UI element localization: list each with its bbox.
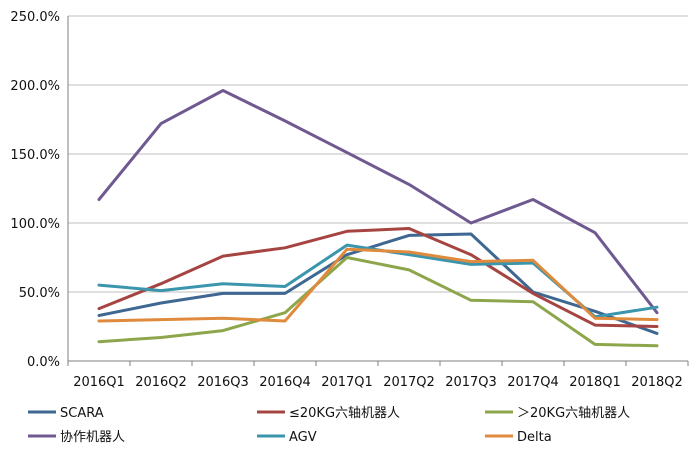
- legend-label: ＞20KG六轴机器人: [517, 406, 630, 421]
- x-tick-label: 2016Q2: [135, 375, 187, 390]
- x-tick-label: 2017Q3: [445, 375, 497, 390]
- gridlines: [68, 15, 688, 293]
- legend-label: Delta: [517, 430, 552, 445]
- axes: [67, 16, 689, 366]
- x-tick-label: 2017Q2: [383, 375, 435, 390]
- x-tick-label: 2018Q2: [631, 375, 683, 390]
- y-tick-label: 50.0%: [19, 286, 60, 301]
- x-tick-label: 2017Q1: [321, 375, 373, 390]
- x-axis-tick-labels: 2016Q1 2016Q2 2016Q3 2016Q4 2017Q1 2017Q2 2017…: [73, 375, 683, 390]
- x-tick-label: 2016Q1: [73, 375, 125, 390]
- series-line-6: [97, 247, 659, 323]
- series-line-2: [97, 227, 659, 328]
- series-line-3: [97, 256, 659, 348]
- y-tick-label: 100.0%: [10, 217, 60, 232]
- legend-label: 协作机器人: [60, 430, 125, 445]
- y-tick-label: 0.0%: [27, 355, 60, 370]
- legend-label: SCARA: [60, 406, 104, 421]
- y-tick-label: 200.0%: [10, 79, 60, 94]
- legend-label: AGV: [289, 430, 317, 445]
- y-tick-label: 250.0%: [10, 10, 60, 25]
- legend-label: ≤20KG六轴机器人: [289, 406, 400, 421]
- y-tick-label: 150.0%: [10, 148, 60, 163]
- x-tick-label: 2016Q4: [259, 375, 311, 390]
- series-line-1: [97, 232, 659, 335]
- x-tick-label: 2016Q3: [197, 375, 249, 390]
- x-tick-label: 2018Q1: [569, 375, 621, 390]
- series-line-4: [97, 89, 659, 315]
- x-tick-label: 2017Q4: [507, 375, 559, 390]
- series-lines: [97, 89, 659, 348]
- y-axis-tick-labels: 0.0% 50.0% 100.0% 150.0% 200.0% 250.0%: [10, 10, 60, 370]
